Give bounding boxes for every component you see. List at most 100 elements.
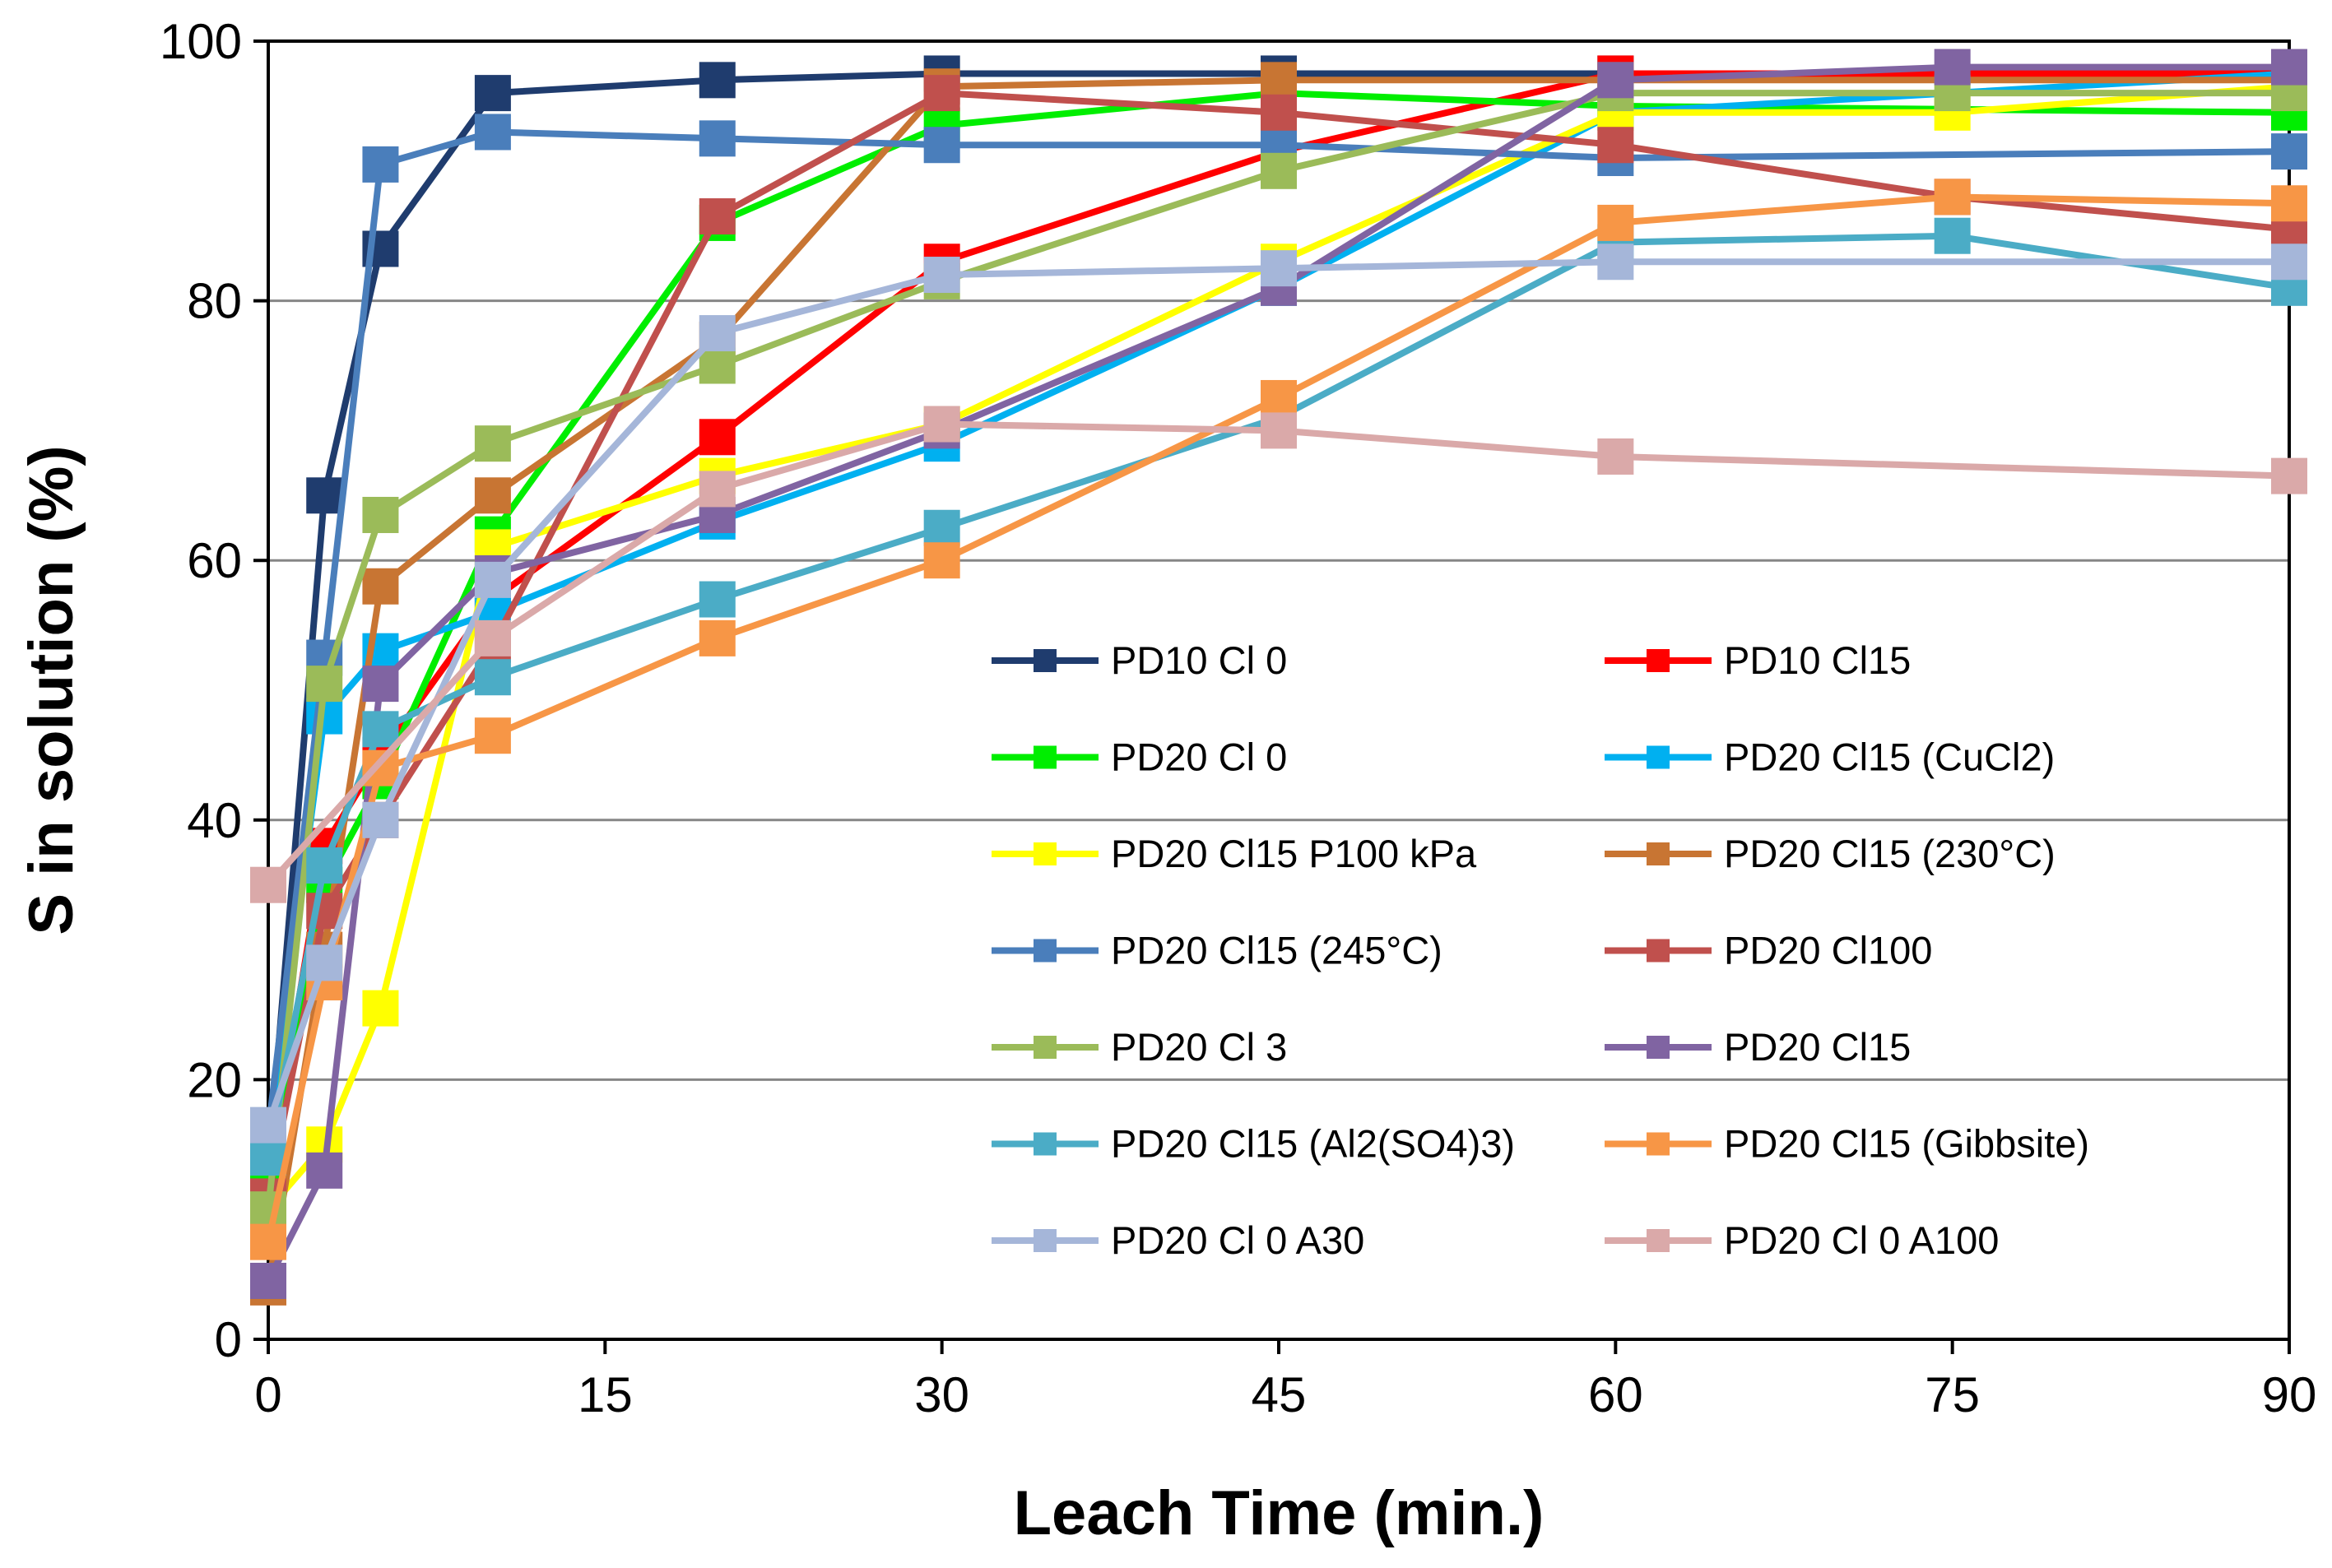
data-point [306, 847, 343, 884]
legend-swatch-marker [1647, 842, 1670, 865]
data-point [362, 711, 399, 748]
legend-swatch-marker [1647, 939, 1670, 963]
legend-label: PD20 Cl 0 A30 [1111, 1218, 1364, 1262]
data-point [699, 419, 736, 456]
data-point [2271, 49, 2307, 86]
data-point [474, 114, 511, 151]
series-13 [250, 406, 2307, 903]
y-tick-label: 20 [187, 1052, 242, 1107]
data-point [923, 257, 960, 294]
legend-item: PD20 Cl 0 A30 [992, 1218, 1364, 1262]
legend-swatch-marker [1647, 1132, 1670, 1156]
data-point [1934, 217, 1971, 254]
legend-swatch-marker [1034, 939, 1057, 963]
legend-item: PD20 Cl100 [1605, 929, 1932, 972]
data-point [362, 666, 399, 703]
data-point [474, 477, 511, 514]
data-point [1261, 412, 1297, 449]
data-point [1261, 250, 1297, 287]
legend-item: PD20 Cl15 (245°C) [992, 929, 1442, 972]
legend-label: PD20 Cl 3 [1111, 1025, 1287, 1069]
data-point [2271, 244, 2307, 281]
legend-item: PD10 Cl15 [1605, 638, 1911, 682]
y-tick-label: 100 [160, 14, 242, 69]
series-line [265, 90, 2289, 1210]
legend-swatch-marker [1647, 1229, 1670, 1252]
legend-swatch-marker [1034, 1132, 1057, 1156]
legend-item: PD20 Cl15 (230°C) [1605, 832, 2056, 875]
data-point [362, 990, 399, 1027]
data-point [362, 496, 399, 533]
data-point [699, 315, 736, 352]
data-point [250, 1223, 286, 1260]
data-point [474, 717, 511, 754]
data-point [1261, 94, 1297, 131]
data-point [474, 425, 511, 462]
data-point [306, 666, 343, 703]
x-tick-label: 45 [1252, 1367, 1307, 1422]
data-point [1597, 438, 1634, 475]
legend-item: PD20 Cl 0 A100 [1605, 1218, 1999, 1262]
legend-item: PD20 Cl15 [1605, 1025, 1911, 1069]
legend-swatch-marker [1647, 649, 1670, 672]
data-point [2271, 457, 2307, 494]
legend-label: PD20 Cl15 (Al2(SO4)3) [1111, 1122, 1515, 1166]
data-point [699, 347, 736, 384]
x-tick-label: 0 [254, 1367, 281, 1422]
x-tick-label: 90 [2262, 1367, 2317, 1422]
legend-swatch-marker [1034, 842, 1057, 865]
legend-swatch-marker [1034, 1229, 1057, 1252]
legend-item: PD20 Cl15 (CuCl2) [1605, 735, 2055, 779]
data-point [1597, 244, 1634, 281]
data-point [699, 62, 736, 99]
legend-label: PD20 Cl15 (230°C) [1724, 832, 2056, 875]
data-point [923, 127, 960, 164]
data-point [1597, 204, 1634, 241]
series-8 [250, 75, 2307, 1228]
y-tick-label: 40 [187, 793, 242, 848]
x-tick-label: 15 [578, 1367, 633, 1422]
y-tick-label: 60 [187, 533, 242, 588]
legend-item: PD20 Cl 0 [992, 735, 1287, 779]
data-point [1261, 152, 1297, 189]
data-point [1934, 179, 1971, 216]
legend-label: PD10 Cl15 [1724, 638, 1911, 682]
legend-label: PD20 Cl 0 A100 [1724, 1218, 1999, 1262]
legend: PD10 Cl 0 PD10 Cl15 PD20 Cl 0 PD20 Cl15 (Cu… [992, 638, 2089, 1262]
data-point [306, 477, 343, 514]
x-axis-title: Leach Time (min.) [1014, 1478, 1545, 1548]
legend-swatch-marker [1647, 1036, 1670, 1059]
data-point [474, 561, 511, 598]
y-axis-title: S in solution (%) [16, 445, 86, 935]
y-tick-label: 0 [215, 1312, 242, 1367]
legend-item: PD20 Cl15 (Al2(SO4)3) [992, 1122, 1515, 1166]
y-tick-label: 80 [187, 274, 242, 329]
data-point [923, 542, 960, 579]
data-point [923, 406, 960, 443]
data-point [362, 749, 399, 786]
axes: 0 20 40 60 80 100 0 15 30 45 60 75 90 [160, 14, 2316, 1422]
data-point [699, 581, 736, 618]
legend-label: PD20 Cl100 [1724, 929, 1932, 972]
legend-swatch-marker [1034, 1036, 1057, 1059]
data-point [1261, 62, 1297, 99]
legend-label: PD20 Cl15 [1724, 1025, 1911, 1069]
data-point [923, 75, 960, 112]
data-point [306, 1152, 343, 1189]
data-point [250, 1262, 286, 1299]
x-tick-label: 60 [1588, 1367, 1643, 1422]
data-point [250, 866, 286, 903]
data-point [1597, 127, 1634, 164]
legend-swatch-marker [1034, 745, 1057, 769]
legend-swatch-marker [1647, 745, 1670, 769]
series-line [265, 193, 2290, 1243]
data-point [699, 619, 736, 656]
data-point [250, 1106, 286, 1144]
data-point [1934, 49, 1971, 86]
data-point [1261, 379, 1297, 416]
data-point [474, 659, 511, 696]
legend-label: PD20 Cl15 (245°C) [1111, 929, 1442, 972]
legend-label: PD20 Cl15 (Gibbsite) [1724, 1122, 2089, 1166]
data-point [250, 1139, 286, 1176]
